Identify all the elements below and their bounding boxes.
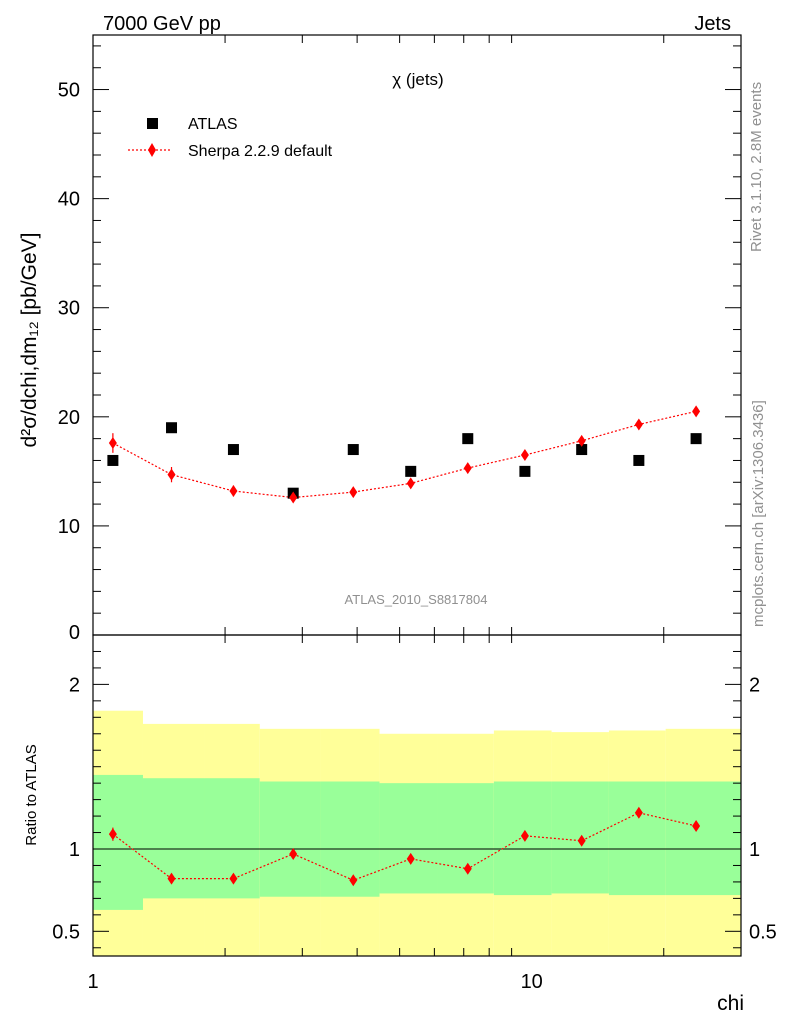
mcplots-label: mcplots.cern.ch [arXiv:1306.3436] xyxy=(750,400,767,627)
y-tick-label-right: 1 xyxy=(749,839,760,861)
x-axis-label: chi xyxy=(717,992,744,1015)
sherpa-point xyxy=(108,437,117,449)
ratio-panel-ticks: 1 10 0.5 0.5 1 1 2 2 xyxy=(52,635,777,993)
y-tick-label-zero: 0 xyxy=(69,622,80,644)
y-tick-label: 2 xyxy=(69,674,80,696)
inner-band-bin xyxy=(379,783,438,894)
ratio-sherpa-point xyxy=(634,806,643,819)
atlas-point xyxy=(633,454,645,466)
y-tick-label: 0.5 xyxy=(52,921,80,943)
atlas-point xyxy=(519,465,531,477)
atlas-point xyxy=(107,454,119,466)
watermark: ATLAS_2010_S8817804 xyxy=(345,592,488,607)
legend: ATLAS Sherpa 2.2.9 default xyxy=(128,116,333,160)
y-tick-label-right: 2 xyxy=(749,674,760,696)
ratio-sherpa-point xyxy=(167,872,176,885)
atlas-point xyxy=(227,444,239,456)
y-tick-label: 20 xyxy=(58,407,80,429)
sherpa-point xyxy=(349,486,358,499)
ratio-sherpa-point xyxy=(289,847,298,860)
ratio-panel-frame xyxy=(92,634,742,957)
ratio-frame-rect xyxy=(92,634,742,957)
sherpa-point xyxy=(692,405,701,418)
atlas-point xyxy=(347,444,359,456)
main-panel-data xyxy=(107,405,702,504)
y-tick-label: 10 xyxy=(58,516,80,538)
atlas-point xyxy=(462,433,474,445)
y-tick-label: 30 xyxy=(58,298,80,320)
ratio-sherpa-point xyxy=(463,862,472,875)
sherpa-line xyxy=(112,410,697,499)
inner-band-bin xyxy=(608,781,666,896)
sherpa-point xyxy=(229,485,238,497)
sherpa-point xyxy=(577,434,586,447)
atlas-point xyxy=(690,433,702,445)
atlas-point xyxy=(405,465,417,477)
ratio-sherpa-point xyxy=(520,829,529,842)
header-right: Jets xyxy=(694,13,731,35)
atlas-point xyxy=(166,422,178,434)
rivet-label: Rivet 3.1.10, 2.8M events xyxy=(748,82,765,252)
main-y-axis-label: d²σ/dchi,dm₁₂ [pb/GeV] xyxy=(18,233,41,448)
sherpa-point xyxy=(463,462,472,475)
inner-band-bin xyxy=(93,774,143,910)
inner-band-bin xyxy=(259,781,321,897)
sherpa-point xyxy=(167,468,176,481)
ratio-panel-data xyxy=(108,806,701,887)
ratio-sherpa-point xyxy=(406,852,415,865)
x-tick-label: 1 xyxy=(87,971,98,993)
ratio-sherpa-point xyxy=(577,834,586,847)
legend-sherpa-marker xyxy=(148,143,156,157)
legend-sherpa-label: Sherpa 2.2.9 default xyxy=(188,143,333,160)
sherpa-point xyxy=(520,449,529,461)
ratio-y-axis-label: Ratio to ATLAS xyxy=(23,744,40,845)
inner-band-bin xyxy=(320,781,380,897)
inner-band-bin xyxy=(437,783,494,894)
sherpa-point xyxy=(406,477,415,490)
ratio-sherpa-line xyxy=(112,812,697,881)
legend-atlas-marker xyxy=(147,118,158,129)
inner-band-bin xyxy=(665,781,741,896)
header-left: 7000 GeV pp xyxy=(103,13,221,35)
y-tick-label: 40 xyxy=(58,189,80,211)
main-panel-ticks: 10 20 30 40 50 0 xyxy=(58,35,742,644)
y-tick-label: 50 xyxy=(58,80,80,102)
legend-atlas-label: ATLAS xyxy=(188,116,238,133)
y-tick-label: 1 xyxy=(69,839,80,861)
sherpa-point xyxy=(634,418,643,431)
ratio-panel-bands xyxy=(93,710,741,956)
main-title: χ (jets) xyxy=(392,70,443,89)
ratio-sherpa-point xyxy=(108,828,117,841)
atlas-point xyxy=(576,444,588,456)
ratio-sherpa-point xyxy=(349,874,358,887)
ratio-sherpa-point xyxy=(692,819,701,832)
ratio-sherpa-point xyxy=(229,872,238,885)
x-tick-label: 10 xyxy=(521,971,543,993)
y-tick-label-right: 0.5 xyxy=(749,921,777,943)
sherpa-point xyxy=(289,491,298,504)
